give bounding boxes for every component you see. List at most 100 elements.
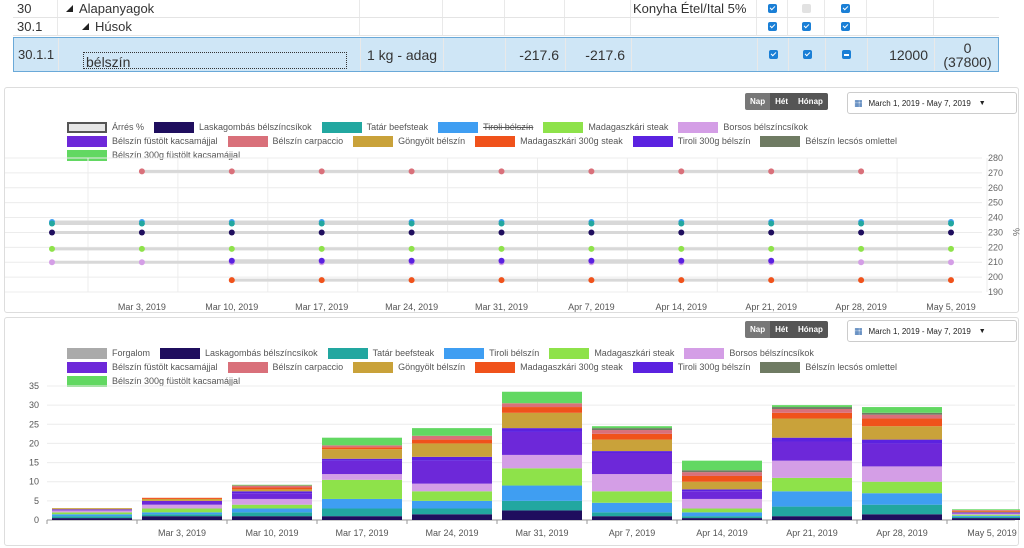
legend-swatch — [678, 121, 719, 133]
legend-item[interactable]: Bélszín carpaccio — [227, 134, 343, 148]
legend-swatch — [444, 347, 485, 359]
checkbox[interactable] — [768, 50, 778, 59]
period-month-button[interactable]: Hónap — [793, 93, 828, 110]
period-toggle: Nap Hét Hónap — [745, 93, 828, 110]
legend-item[interactable]: Bélszín füstölt kacsamájjal — [67, 134, 218, 148]
legend-item[interactable]: Göngyölt bélszín — [353, 134, 465, 148]
legend-swatch — [67, 361, 107, 373]
bar-segment — [502, 500, 582, 511]
data-point — [858, 259, 865, 266]
bar-segment — [52, 512, 132, 515]
legend-label: Tatár beefsteak — [366, 122, 429, 132]
legend-item[interactable]: Bélszín carpaccio — [227, 360, 343, 374]
legend-item[interactable]: Forgalom — [67, 346, 150, 360]
legend-item[interactable]: Borsos bélszíncsíkok — [684, 346, 814, 360]
legend-item[interactable]: Borsos bélszíncsíkok — [678, 120, 808, 134]
row-name: Alapanyagok — [79, 1, 155, 16]
bar-segment — [682, 472, 762, 476]
bar-segment — [862, 481, 942, 494]
bar-segment — [232, 489, 312, 492]
bar-segment — [52, 518, 132, 520]
legend-item[interactable]: Göngyölt bélszín — [353, 360, 465, 374]
checkbox[interactable] — [801, 22, 811, 31]
legend-item[interactable]: Laskagombás bélszíncsíkok — [154, 120, 312, 134]
legend-item[interactable]: Bélszín füstölt kacsamájjal — [67, 360, 218, 374]
legend-item[interactable]: Bélszín lecsós omlettel — [760, 360, 897, 374]
legend-item[interactable]: Tiroli bélszín — [444, 346, 539, 360]
checkbox[interactable] — [841, 22, 850, 31]
data-point — [408, 257, 415, 264]
checkbox[interactable] — [842, 50, 851, 59]
legend-item[interactable]: Bélszín lecsós omlettel — [760, 134, 897, 148]
legend-label: Madagaszkári 300g steak — [520, 136, 623, 146]
bar-segment — [412, 439, 492, 444]
data-point — [858, 168, 865, 175]
legend-item[interactable]: Madagaszkári 300g steak — [475, 134, 623, 148]
legend-item[interactable]: Tatár beefsteak — [321, 120, 429, 134]
x-tick-label: Mar 3, 2019 — [118, 302, 166, 312]
x-tick-label: Mar 31, 2019 — [475, 302, 528, 312]
bar-segment — [322, 458, 402, 461]
legend-item[interactable]: Madagaszkári 300g steak — [475, 360, 623, 374]
legend-item[interactable]: Árrés % — [67, 120, 144, 134]
chevron-down-icon: ▼ — [978, 99, 986, 107]
y-tick-label: 10 — [29, 477, 39, 487]
legend-item[interactable]: Madagaszkári steak — [543, 120, 668, 134]
legend-label: Tatár beefsteak — [372, 348, 435, 358]
row-value-1: -217.6 — [506, 38, 566, 71]
date-range-picker[interactable]: ▦ March 1, 2019 - May 7, 2019 ▼ — [847, 320, 1017, 342]
bar-segment — [952, 516, 1020, 519]
checkbox[interactable] — [802, 50, 812, 59]
bar-segment — [772, 412, 852, 419]
period-week-button[interactable]: Hét — [770, 93, 794, 110]
bar-segment — [502, 510, 582, 520]
data-point — [228, 245, 235, 252]
bar-segment — [412, 483, 492, 492]
checkbox[interactable] — [767, 22, 777, 31]
chart-legend: Forgalom Laskagombás bélszíncsíkok Tatár b… — [67, 346, 967, 388]
data-point — [678, 220, 685, 227]
y-tick-label: 220 — [988, 242, 1003, 252]
period-day-button[interactable]: Nap — [745, 321, 771, 338]
legend-item[interactable]: Tiroli 300g bélszín — [632, 134, 750, 148]
legend-item[interactable]: Madagaszkári steak — [549, 346, 674, 360]
bar-segment — [772, 506, 852, 517]
bar-segment — [592, 491, 672, 503]
data-point — [858, 220, 865, 227]
legend-item[interactable]: Tatár beefsteak — [327, 346, 435, 360]
row-name-cell: bélszín — [59, 38, 361, 71]
name-edit-input[interactable]: bélszín — [83, 52, 347, 70]
legend-item[interactable]: Tiroli 300g bélszín — [632, 360, 750, 374]
date-range-picker[interactable]: ▦ March 1, 2019 - May 7, 2019 ▼ — [847, 92, 1017, 114]
checkbox[interactable] — [841, 4, 850, 13]
data-point — [318, 257, 325, 264]
legend-item[interactable]: Tiroli bélszín — [438, 120, 533, 134]
table-row[interactable]: 30 Alapanyagok Konyha Étel/Ital 5% — [13, 0, 999, 18]
table-row[interactable]: 30.1 Húsok — [13, 18, 999, 36]
row-stock: 0 — [963, 39, 972, 56]
x-tick-label: Mar 3, 2019 — [158, 528, 206, 538]
period-month-button[interactable]: Hónap — [793, 321, 828, 338]
legend-item[interactable]: Laskagombás bélszíncsíkok — [160, 346, 318, 360]
collapse-icon[interactable] — [82, 23, 89, 30]
bar-segment — [502, 468, 582, 486]
table-row-selected[interactable]: 30.1.1 bélszín 1 kg - adag -217.6 -217.6… — [13, 37, 999, 72]
data-point — [228, 220, 235, 227]
bar-segment — [412, 460, 492, 484]
period-week-button[interactable]: Hét — [770, 321, 794, 338]
data-point — [858, 229, 865, 236]
checkbox[interactable] — [767, 4, 777, 13]
data-point — [678, 277, 685, 284]
legend-item[interactable]: Bélszín 300g füstölt kacsamájjal — [67, 374, 240, 388]
x-tick-label: Mar 17, 2019 — [335, 528, 388, 538]
legend-label: Tiroli bélszín — [483, 122, 534, 132]
legend-item[interactable]: Bélszín 300g füstölt kacsamájjal — [67, 148, 240, 162]
period-day-button[interactable]: Nap — [745, 93, 771, 110]
bar-segment — [232, 508, 312, 513]
row-name-cell: Húsok — [58, 18, 360, 35]
data-point — [318, 168, 325, 175]
legend-swatch — [67, 375, 107, 387]
collapse-icon[interactable] — [66, 5, 73, 12]
checkbox[interactable] — [801, 4, 811, 13]
bar-segment — [592, 433, 672, 440]
